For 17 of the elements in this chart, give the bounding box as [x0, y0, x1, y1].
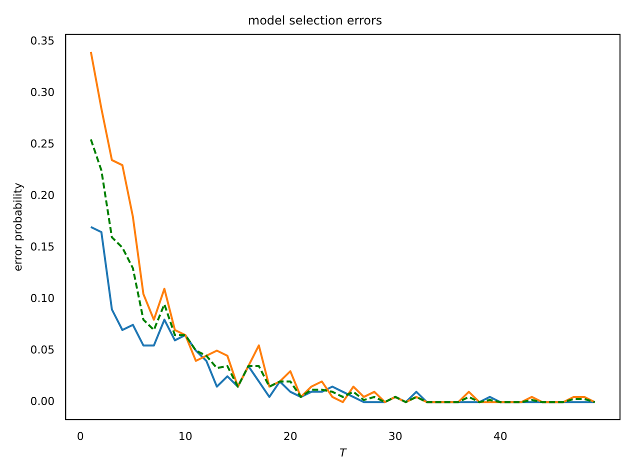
- y-tick-label: 0.15: [30, 240, 55, 254]
- y-tick-label: 0.35: [30, 34, 55, 48]
- y-tick-label: 0.10: [30, 292, 55, 305]
- y-tick-label: 0.30: [30, 86, 55, 99]
- y-tick-label: 0.05: [30, 343, 55, 356]
- x-tick-label: 40: [493, 430, 508, 444]
- y-axis-title: error probability: [11, 182, 24, 272]
- x-axis-title: T: [339, 446, 348, 460]
- chart-title: model selection errors: [248, 13, 382, 28]
- x-tick-label: 30: [388, 430, 402, 444]
- x-tick-label: 0: [76, 430, 84, 444]
- line-series: [90, 138, 596, 404]
- x-tick-label: 20: [283, 430, 298, 444]
- x-tick-label: 10: [178, 430, 192, 444]
- y-tick-label: 0.25: [30, 137, 55, 150]
- y-tick-label: 0.00: [30, 394, 55, 408]
- y-tick-label: 0.20: [30, 188, 55, 202]
